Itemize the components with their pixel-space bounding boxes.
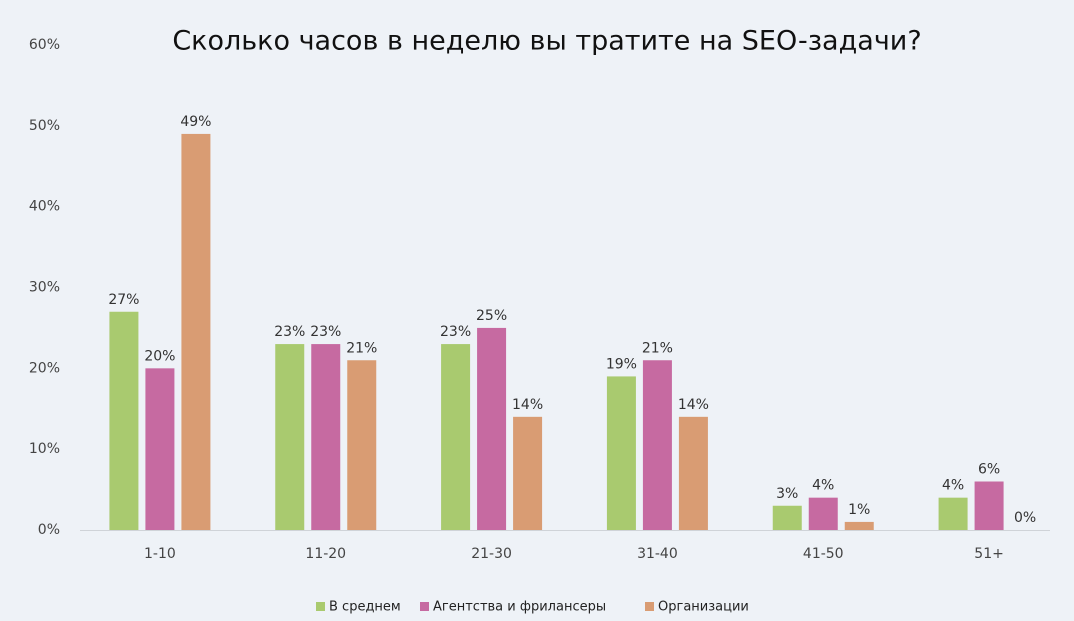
bar [275, 344, 305, 530]
value-label: 27% [108, 292, 139, 308]
bar [678, 416, 708, 530]
value-label: 0% [1014, 510, 1036, 526]
bar [311, 344, 341, 530]
value-label: 23% [310, 324, 341, 340]
bar [145, 368, 175, 530]
bar [441, 344, 471, 530]
value-label: 23% [274, 324, 305, 340]
bar [642, 360, 672, 530]
value-label: 19% [606, 356, 637, 372]
bar [513, 416, 543, 530]
value-label: 21% [346, 340, 377, 356]
value-label: 14% [512, 397, 543, 413]
chart-title: Сколько часов в неделю вы тратите на SEO… [172, 26, 921, 57]
value-label: 49% [180, 114, 211, 130]
y-tick-label: 0% [38, 522, 60, 538]
x-tick-label: 31-40 [637, 546, 678, 562]
legend-swatch [420, 602, 429, 611]
value-label: 4% [812, 478, 834, 494]
bar [477, 327, 507, 530]
value-label: 6% [978, 462, 1000, 478]
y-tick-label: 60% [29, 37, 60, 53]
value-label: 1% [848, 502, 870, 518]
bar [938, 497, 968, 530]
value-label: 25% [476, 308, 507, 324]
y-tick-label: 20% [29, 360, 60, 376]
y-tick-label: 30% [29, 280, 60, 296]
x-tick-label: 11-20 [305, 546, 346, 562]
value-label: 14% [678, 397, 709, 413]
legend-label: Агентства и фрилансеры [433, 600, 606, 615]
legend-swatch [316, 602, 325, 611]
bar [808, 497, 838, 530]
value-label: 3% [776, 486, 798, 502]
y-tick-label: 10% [29, 441, 60, 457]
x-tick-label: 1-10 [144, 546, 176, 562]
bar [772, 505, 802, 530]
bar [844, 521, 874, 530]
legend-label: В среднем [329, 600, 401, 615]
bar [347, 360, 377, 530]
legend-swatch [645, 602, 654, 611]
y-tick-label: 50% [29, 118, 60, 134]
legend-label: Организации [658, 600, 749, 615]
value-label: 21% [642, 340, 673, 356]
x-tick-label: 41-50 [803, 546, 844, 562]
x-tick-label: 51+ [974, 546, 1004, 562]
bar [974, 481, 1004, 530]
value-label: 20% [144, 348, 175, 364]
value-label: 23% [440, 324, 471, 340]
bar [606, 376, 636, 530]
x-tick-label: 21-30 [471, 546, 512, 562]
bar [109, 311, 139, 530]
y-tick-label: 40% [29, 199, 60, 215]
bar [181, 133, 211, 530]
value-label: 4% [942, 478, 964, 494]
